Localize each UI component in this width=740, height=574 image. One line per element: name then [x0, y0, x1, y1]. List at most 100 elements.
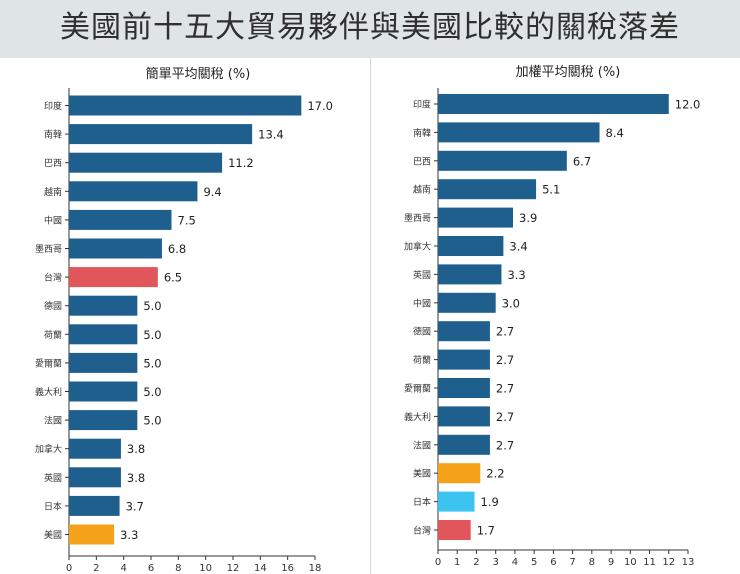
simple-bar-8: [69, 295, 138, 316]
weighted-bar-11: [438, 378, 490, 398]
category-label: 日本: [44, 500, 62, 512]
category-label: 法國: [44, 415, 62, 427]
value-label: 2.7: [496, 325, 514, 339]
category-label: 中國: [44, 214, 62, 226]
x-tick-label: 14: [254, 563, 267, 572]
value-label: 2.7: [496, 353, 514, 367]
value-label: 2.7: [496, 410, 514, 424]
x-tick-label: 8: [589, 557, 595, 568]
category-label: 美國: [413, 468, 431, 480]
value-label: 5.0: [143, 385, 161, 399]
x-tick-label: 10: [624, 557, 637, 568]
value-label: 3.3: [120, 528, 138, 542]
category-label: 加拿大: [404, 241, 431, 253]
x-tick-label: 4: [512, 557, 518, 568]
weighted-bar-5: [438, 207, 513, 228]
category-label: 巴西: [44, 158, 62, 169]
weighted-bar-2: [438, 122, 600, 143]
category-label: 墨西哥: [35, 244, 62, 255]
x-tick-label: 0: [435, 557, 441, 568]
x-tick-label: 1: [454, 557, 460, 568]
category-label: 印度: [413, 99, 431, 111]
weighted-bar-7: [438, 264, 502, 285]
x-tick-label: 12: [662, 557, 675, 568]
category-label: 荷蘭: [44, 329, 62, 341]
category-label: 墨西哥: [404, 213, 431, 224]
value-label: 6.5: [164, 271, 182, 285]
value-label: 3.7: [126, 499, 144, 513]
value-label: 8.4: [606, 126, 624, 140]
x-tick-label: 7: [569, 557, 575, 568]
value-label: 3.8: [127, 442, 145, 456]
category-label: 美國: [44, 529, 62, 541]
simple-bar-5: [69, 209, 172, 230]
value-label: 6.8: [168, 242, 186, 256]
x-tick-label: 5: [531, 557, 537, 568]
value-label: 9.4: [203, 185, 221, 199]
category-label: 印度: [44, 100, 62, 112]
category-label: 南韓: [413, 127, 431, 139]
category-label: 英國: [44, 472, 62, 484]
simple-bar-1: [69, 95, 302, 116]
simple-bar-4: [69, 181, 198, 202]
simple-bar-13: [69, 438, 121, 459]
simple-bar-3: [69, 152, 223, 173]
x-tick-label: 13: [682, 557, 695, 568]
weighted-bar-15: [438, 491, 475, 512]
weighted-bar-3: [438, 150, 567, 171]
value-label: 5.0: [143, 356, 161, 370]
simple-bar-9: [69, 324, 138, 345]
weighted-bar-13: [438, 434, 490, 455]
category-label: 義大利: [35, 386, 62, 398]
category-label: 加拿大: [35, 443, 62, 455]
category-label: 日本: [413, 496, 431, 508]
value-label: 3.0: [502, 296, 520, 310]
category-label: 義大利: [404, 411, 431, 423]
value-label: 5.0: [143, 299, 161, 313]
category-label: 台灣: [44, 272, 62, 284]
value-label: 5.1: [542, 183, 560, 197]
category-label: 愛爾蘭: [404, 383, 431, 395]
page-title: 美國前十五大貿易夥伴與美國比較的關稅落差: [60, 10, 680, 45]
simple-bar-12: [69, 410, 138, 431]
weighted-bar-14: [438, 463, 481, 484]
x-tick-label: 4: [120, 563, 126, 572]
weighted-bar-6: [438, 236, 504, 256]
value-label: 3.8: [127, 471, 145, 485]
category-label: 英國: [413, 269, 431, 281]
x-tick-label: 18: [309, 563, 322, 572]
x-tick-label: 8: [175, 563, 181, 572]
simple-bar-10: [69, 352, 138, 373]
x-tick-label: 0: [66, 563, 72, 572]
chart-title: 加權平均關稅 (%): [516, 65, 621, 80]
simple-bar-6: [69, 238, 162, 259]
value-label: 12.0: [675, 98, 701, 112]
category-label: 法國: [413, 439, 431, 451]
x-tick-label: 2: [93, 563, 99, 572]
value-label: 5.0: [143, 328, 161, 342]
x-tick-label: 10: [199, 563, 212, 572]
value-label: 11.2: [228, 156, 254, 170]
category-label: 荷蘭: [413, 354, 431, 366]
weighted-bar-9: [438, 321, 490, 342]
x-tick-label: 6: [148, 563, 154, 572]
category-label: 台灣: [413, 525, 431, 537]
category-label: 越南: [44, 186, 62, 198]
value-label: 1.9: [481, 495, 499, 509]
value-label: 2.2: [486, 467, 504, 481]
simple-bar-14: [69, 467, 121, 488]
value-label: 1.7: [477, 524, 495, 538]
value-label: 17.0: [307, 99, 333, 113]
simple-bar-16: [69, 524, 115, 545]
weighted-bar-12: [438, 406, 490, 427]
x-tick-label: 6: [550, 557, 556, 568]
value-label: 3.9: [519, 211, 537, 225]
x-tick-label: 16: [281, 563, 294, 572]
simple-bar-15: [69, 495, 120, 516]
value-label: 6.7: [573, 154, 591, 168]
category-label: 中國: [413, 297, 431, 309]
x-tick-label: 2: [473, 557, 479, 568]
title-banner: 美國前十五大貿易夥伴與美國比較的關稅落差: [0, 0, 740, 58]
simple-bar-11: [69, 381, 138, 402]
